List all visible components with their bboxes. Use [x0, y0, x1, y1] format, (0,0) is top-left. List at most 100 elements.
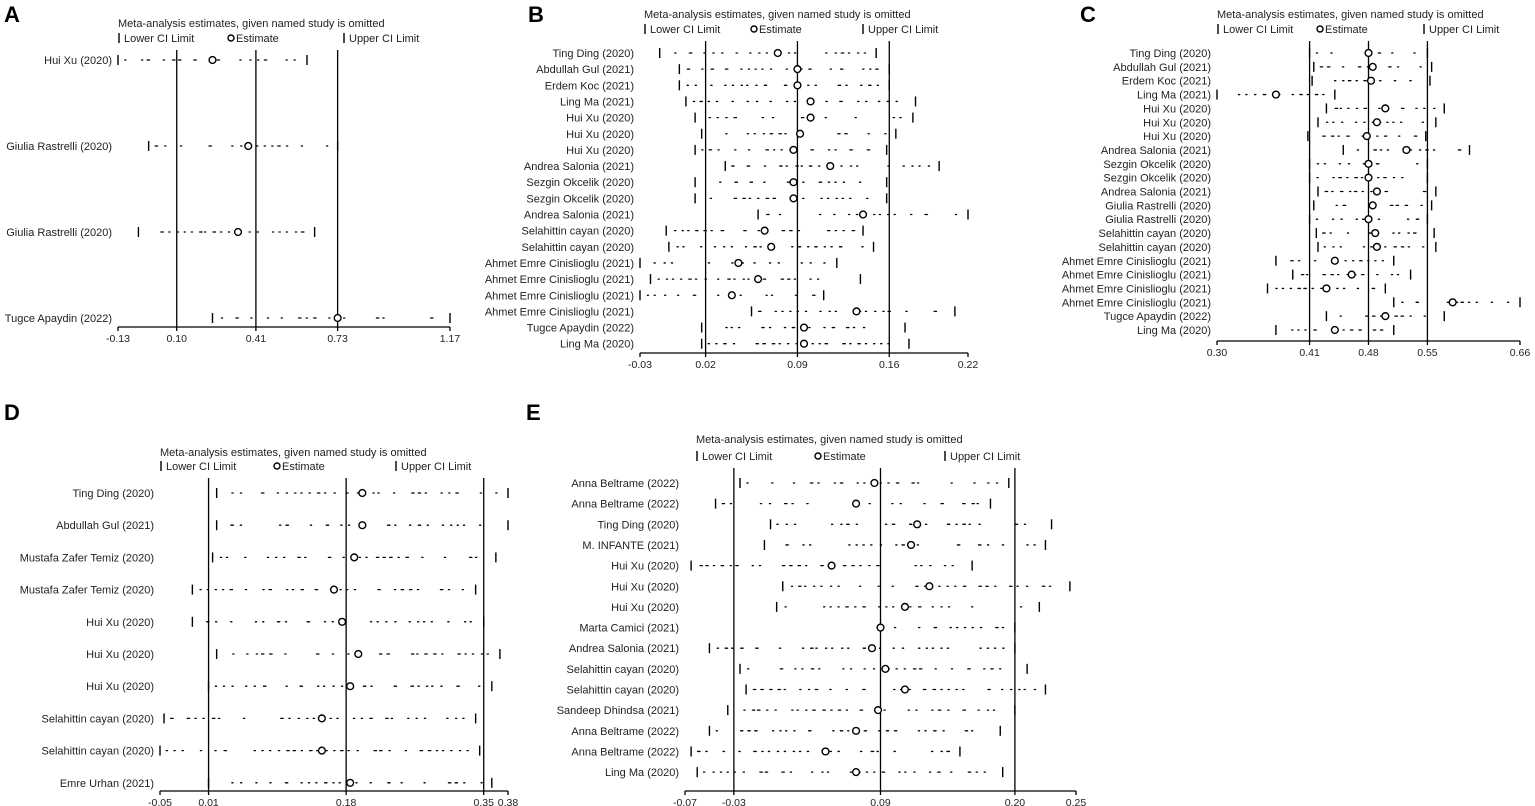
- study-row: Selahittin cayan (2020): [1098, 228, 1435, 240]
- panel-letter: A: [4, 2, 20, 27]
- study-row: Giulia Rastrelli (2020): [1105, 214, 1429, 226]
- study-row: Andrea Salonia (2021): [1101, 186, 1437, 199]
- estimate-marker: [852, 307, 861, 316]
- legend-lower-label: Lower CI Limit: [650, 24, 720, 36]
- study-row: Selahittin cayan (2020): [521, 241, 875, 254]
- study-label: Ling Ma (2021): [1137, 90, 1211, 102]
- legend-upper-label: Upper CI Limit: [349, 33, 419, 45]
- x-tick-label: -0.05: [148, 797, 172, 806]
- estimate-marker: [1372, 187, 1382, 196]
- study-label: Ahmet Emre Cinislioglu (2021): [485, 274, 634, 286]
- estimate-marker: [753, 275, 763, 284]
- estimate-marker: [1330, 256, 1339, 265]
- study-row: Ahmet Emre Cinislioglu (2021): [1062, 297, 1521, 309]
- study-label: Hui Xu (2020): [86, 649, 154, 661]
- study-label: Mustafa Zafer Temiz (2020): [20, 552, 154, 564]
- estimate-marker: [1322, 284, 1331, 293]
- study-label: Giulia Rastrelli (2020): [6, 141, 112, 153]
- study-row: Hui Xu (2020): [86, 649, 501, 661]
- estimate-marker: [1448, 298, 1457, 307]
- study-row: Hui Xu (2020): [611, 560, 973, 573]
- x-tick-label: -0.03: [628, 359, 652, 371]
- study-row: Tugce Apaydin (2022): [1104, 311, 1445, 323]
- study-row: Ting Ding (2020): [1129, 48, 1429, 60]
- study-label: Ting Ding (2020): [597, 519, 679, 531]
- study-row: Hui Xu (2020): [1143, 117, 1437, 129]
- x-tick-label: 0.55: [1417, 347, 1438, 359]
- x-tick-label: 0.20: [1005, 797, 1026, 806]
- x-tick-label: 0.30: [1207, 347, 1228, 359]
- estimate-marker: [867, 644, 877, 653]
- panel-letter: C: [1080, 2, 1096, 27]
- legend-lower-label: Lower CI Limit: [166, 461, 236, 473]
- study-row: Ling Ma (2021): [560, 96, 917, 108]
- estimate-marker: [1381, 312, 1390, 321]
- study-label: Emre Urhan (2021): [60, 778, 154, 790]
- study-label: Anna Beltrame (2022): [571, 478, 679, 490]
- study-label: Sezgin Okcelik (2020): [1103, 173, 1211, 185]
- study-label: Sezgin Okcelik (2020): [526, 193, 634, 205]
- estimate-marker: [851, 726, 861, 735]
- x-tick-label: 0.25: [1066, 797, 1087, 806]
- study-row: M. INFANTE (2021): [582, 539, 1047, 552]
- panel-letter: D: [4, 400, 20, 425]
- study-label: Sezgin Okcelik (2020): [1103, 159, 1211, 171]
- estimate-marker: [821, 747, 830, 756]
- legend-estimate-label: Estimate: [236, 33, 279, 45]
- study-row: Sandeep Dhindsa (2021): [557, 705, 1016, 717]
- estimate-marker: [727, 291, 736, 300]
- x-tick-label: 0.22: [958, 359, 979, 371]
- estimate-marker: [350, 553, 359, 562]
- study-label: Mustafa Zafer Temiz (2020): [20, 585, 154, 597]
- panel-e: E Meta-analysis estimates, given named st…: [526, 400, 1086, 806]
- study-row: Hui Xu (2020): [1143, 103, 1445, 115]
- study-label: Ahmet Emre Cinislioglu (2021): [1062, 283, 1211, 295]
- legend-estimate-marker: [1316, 25, 1324, 33]
- study-label: Giulia Rastrelli (2020): [1105, 200, 1211, 212]
- study-row: Ahmet Emre Cinislioglu (2021): [1062, 255, 1395, 268]
- study-row: Ahmet Emre Cinislioglu (2021): [485, 306, 956, 318]
- x-tick-label: 0.66: [1510, 347, 1531, 359]
- x-tick-label: 0.73: [327, 333, 348, 345]
- study-label: Hui Xu (2020): [1143, 131, 1211, 143]
- study-row: Erdem Koc (2021): [1122, 75, 1431, 88]
- study-label: M. INFANTE (2021): [582, 540, 679, 552]
- study-row: Selahittin cayan (2020): [1098, 241, 1437, 254]
- study-label: Marta Camici (2021): [579, 623, 679, 635]
- study-label: Selahittin cayan (2020): [41, 713, 154, 725]
- legend: Lower CI Limit Estimate Upper CI Limit: [160, 461, 471, 473]
- estimate-marker: [1330, 325, 1339, 335]
- study-label: Selahittin cayan (2020): [566, 664, 679, 676]
- plot-title: Meta-analysis estimates, given named stu…: [160, 447, 427, 459]
- study-label: Hui Xu (2020): [566, 129, 634, 141]
- study-row: Anna Beltrame (2022): [571, 746, 961, 758]
- estimate-marker: [793, 65, 802, 74]
- study-row: Hui Xu (2020): [566, 144, 888, 157]
- study-label: Ahmet Emre Cinislioglu (2021): [1062, 256, 1211, 268]
- study-row: Emre Urhan (2021): [60, 777, 493, 790]
- estimate-marker: [789, 194, 798, 203]
- study-row: Andrea Salonia (2021): [569, 643, 1016, 655]
- study-label: Hui Xu (2020): [566, 145, 634, 157]
- legend-lower-label: Lower CI Limit: [1223, 24, 1293, 36]
- study-row: Sezgin Okcelik (2020): [1103, 158, 1429, 171]
- estimate-marker: [767, 242, 776, 251]
- estimate-marker: [1364, 159, 1373, 168]
- estimate-marker: [795, 129, 805, 138]
- estimate-marker: [806, 97, 815, 106]
- study-row: Selahittin cayan (2020): [41, 745, 481, 758]
- study-label: Giulia Rastrelli (2020): [1105, 214, 1211, 226]
- study-row: Ahmet Emre Cinislioglu (2021): [485, 290, 825, 302]
- x-tick-label: 1.17: [440, 333, 461, 345]
- study-label: Hui Xu (2020): [86, 617, 154, 629]
- study-row: Giulia Rastrelli (2020): [1105, 200, 1433, 212]
- legend-lower-label: Lower CI Limit: [124, 33, 194, 45]
- study-label: Ting Ding (2020): [552, 48, 634, 60]
- study-row: Hui Xu (2020): [611, 581, 1071, 593]
- estimate-marker: [789, 178, 798, 187]
- x-tick-label: 0.35: [474, 797, 495, 806]
- study-row: Hui Xu (2020): [566, 128, 897, 141]
- study-label: Sezgin Okcelik (2020): [526, 177, 634, 189]
- study-label: Selahittin cayan (2020): [521, 242, 634, 254]
